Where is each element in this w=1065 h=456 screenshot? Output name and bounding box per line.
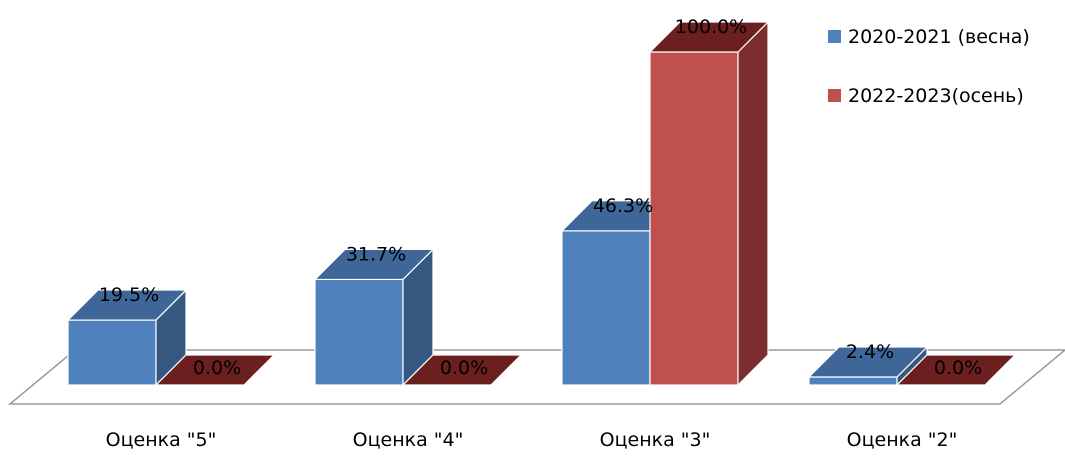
data-label: 0.0% bbox=[934, 357, 982, 379]
bar bbox=[401, 354, 523, 386]
bar-top bbox=[313, 248, 435, 281]
data-label: 31.7% bbox=[346, 243, 406, 265]
legend-swatch bbox=[828, 30, 841, 43]
bars-layer bbox=[66, 20, 1017, 387]
bar-front bbox=[808, 376, 898, 386]
bar-top bbox=[66, 289, 188, 321]
data-label: 0.0% bbox=[440, 357, 488, 379]
bar-top bbox=[895, 354, 1017, 386]
bar bbox=[807, 345, 929, 387]
category-tick-label: Оценка "2" bbox=[847, 429, 958, 451]
data-label: 2.4% bbox=[846, 341, 894, 363]
bar bbox=[895, 354, 1017, 386]
bar bbox=[313, 247, 435, 387]
bar-front bbox=[561, 230, 651, 386]
category-tick-label: Оценка "4" bbox=[353, 429, 464, 451]
legend-entry-label: 2020-2021 (весна) bbox=[848, 26, 1030, 48]
legend: 2020-2021 (весна) 2022-2023(осень) bbox=[828, 26, 1030, 107]
bar bbox=[648, 20, 770, 387]
category-tick-label: Оценка "3" bbox=[600, 429, 711, 451]
bar-top bbox=[401, 354, 523, 386]
bar-top bbox=[807, 346, 929, 378]
legend-entry-label: 2022-2023(осень) bbox=[848, 85, 1024, 107]
bar-side bbox=[737, 20, 769, 387]
category-axis-labels: Оценка "5" Оценка "4" Оценка "3" Оценка "2" bbox=[106, 429, 958, 451]
data-label: 19.5% bbox=[99, 284, 159, 306]
bar bbox=[66, 288, 188, 387]
data-label: 0.0% bbox=[193, 357, 241, 379]
bar-top bbox=[154, 354, 276, 386]
bar-front bbox=[314, 278, 404, 386]
bar-top bbox=[648, 21, 770, 53]
legend-swatch bbox=[828, 89, 841, 102]
data-label: 46.3% bbox=[593, 195, 653, 217]
category-tick-label: Оценка "5" bbox=[106, 429, 217, 451]
bar bbox=[154, 354, 276, 386]
value-labels-layer: 19.5% 0.0% 31.7% 0.0% 46.3% 100.0% 2.4% 0.0% bbox=[99, 16, 982, 379]
bar-front bbox=[67, 319, 157, 386]
bar-front bbox=[649, 51, 739, 386]
data-label: 100.0% bbox=[675, 16, 747, 38]
chart-floor bbox=[7, 349, 1065, 405]
